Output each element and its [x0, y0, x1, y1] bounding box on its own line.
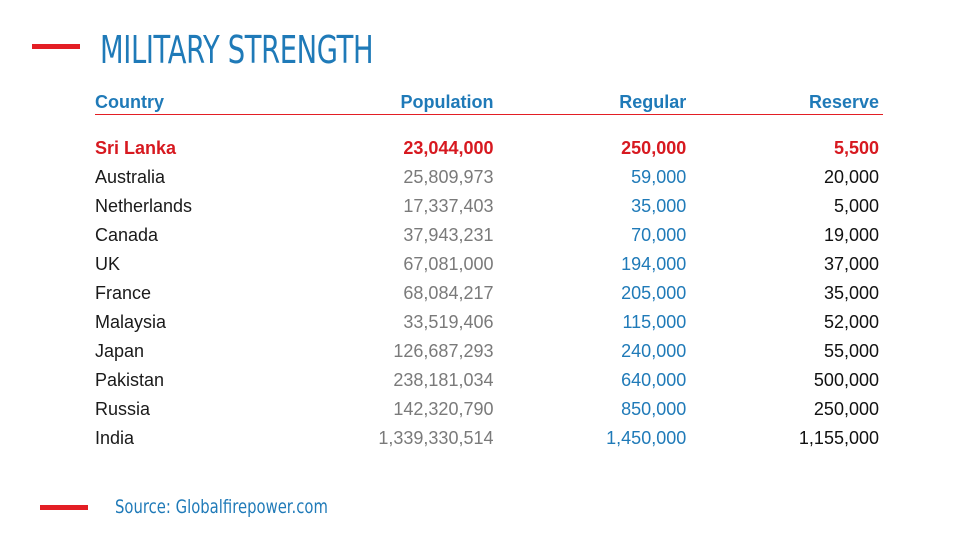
- cell-country: Pakistan: [95, 370, 165, 390]
- cell-country: India: [95, 428, 135, 448]
- table-row: UK 67,081,000 194,000 37,000: [95, 250, 883, 279]
- header-population: Population: [286, 90, 498, 115]
- cell-country: Sri Lanka: [95, 138, 177, 158]
- cell-regular: 240,000: [621, 341, 687, 361]
- cell-regular: 1,450,000: [606, 428, 687, 448]
- cell-regular: 250,000: [621, 138, 687, 158]
- cell-regular: 35,000: [631, 196, 687, 216]
- table-header-row: Country Population Regular Reserve: [95, 90, 883, 115]
- cell-reserve: 37,000: [823, 254, 879, 274]
- cell-country: Russia: [95, 399, 151, 419]
- cell-country: Australia: [95, 167, 166, 187]
- cell-reserve: 52,000: [823, 312, 879, 332]
- table-row: Netherlands 17,337,403 35,000 5,000: [95, 192, 883, 221]
- cell-regular: 59,000: [631, 167, 687, 187]
- cell-country: Japan: [95, 341, 145, 361]
- cell-reserve: 1,155,000: [798, 428, 879, 448]
- cell-reserve: 250,000: [813, 399, 879, 419]
- table-row: Japan 126,687,293 240,000 55,000: [95, 337, 883, 366]
- table-row: Australia 25,809,973 59,000 20,000: [95, 163, 883, 192]
- cell-reserve: 19,000: [823, 225, 879, 245]
- cell-reserve: 500,000: [813, 370, 879, 390]
- source-accent-bar: [40, 505, 88, 510]
- cell-reserve: 20,000: [823, 167, 879, 187]
- cell-population: 25,809,973: [403, 167, 494, 187]
- table-row: Malaysia 33,519,406 115,000 52,000: [95, 308, 883, 337]
- cell-population: 17,337,403: [403, 196, 494, 216]
- cell-reserve: 35,000: [823, 283, 879, 303]
- slide-title: MILITARY STRENGTH: [100, 28, 374, 72]
- cell-regular: 194,000: [621, 254, 687, 274]
- cell-reserve: 5,500: [833, 138, 879, 158]
- cell-country: Netherlands: [95, 196, 193, 216]
- title-accent-bar: [32, 44, 80, 49]
- table-row: India 1,339,330,514 1,450,000 1,155,000: [95, 424, 883, 453]
- cell-regular: 205,000: [621, 283, 687, 303]
- table-header: Country Population Regular Reserve: [95, 90, 883, 115]
- header-regular: Regular: [497, 90, 691, 115]
- cell-population: 126,687,293: [393, 341, 494, 361]
- cell-population: 23,044,000: [403, 138, 494, 158]
- header-country: Country: [95, 90, 287, 115]
- cell-regular: 70,000: [631, 225, 687, 245]
- military-strength-table-container: Country Population Regular Reserve Sri L…: [95, 90, 883, 453]
- military-strength-table: Country Population Regular Reserve Sri L…: [95, 90, 883, 453]
- cell-country: Malaysia: [95, 312, 167, 332]
- table-body: Sri Lanka 23,044,000 250,000 5,500 Australia…: [95, 115, 883, 454]
- cell-population: 68,084,217: [403, 283, 494, 303]
- source-citation: Source: Globalfirepower.com: [115, 496, 328, 518]
- cell-population: 67,081,000: [403, 254, 494, 274]
- cell-regular: 115,000: [622, 312, 687, 332]
- cell-reserve: 55,000: [823, 341, 879, 361]
- cell-population: 142,320,790: [393, 399, 494, 419]
- cell-country: UK: [95, 254, 121, 274]
- cell-population: 1,339,330,514: [378, 428, 494, 448]
- table-row: Canada 37,943,231 70,000 19,000: [95, 221, 883, 250]
- cell-population: 238,181,034: [393, 370, 494, 390]
- cell-country: Canada: [95, 225, 159, 245]
- header-reserve: Reserve: [690, 90, 883, 115]
- cell-regular: 850,000: [621, 399, 687, 419]
- cell-population: 33,519,406: [403, 312, 494, 332]
- table-row: Sri Lanka 23,044,000 250,000 5,500: [95, 115, 883, 164]
- cell-regular: 640,000: [621, 370, 687, 390]
- table-row: Pakistan 238,181,034 640,000 500,000: [95, 366, 883, 395]
- cell-country: France: [95, 283, 152, 303]
- cell-reserve: 5,000: [833, 196, 879, 216]
- table-row: Russia 142,320,790 850,000 250,000: [95, 395, 883, 424]
- cell-population: 37,943,231: [403, 225, 494, 245]
- table-row: France 68,084,217 205,000 35,000: [95, 279, 883, 308]
